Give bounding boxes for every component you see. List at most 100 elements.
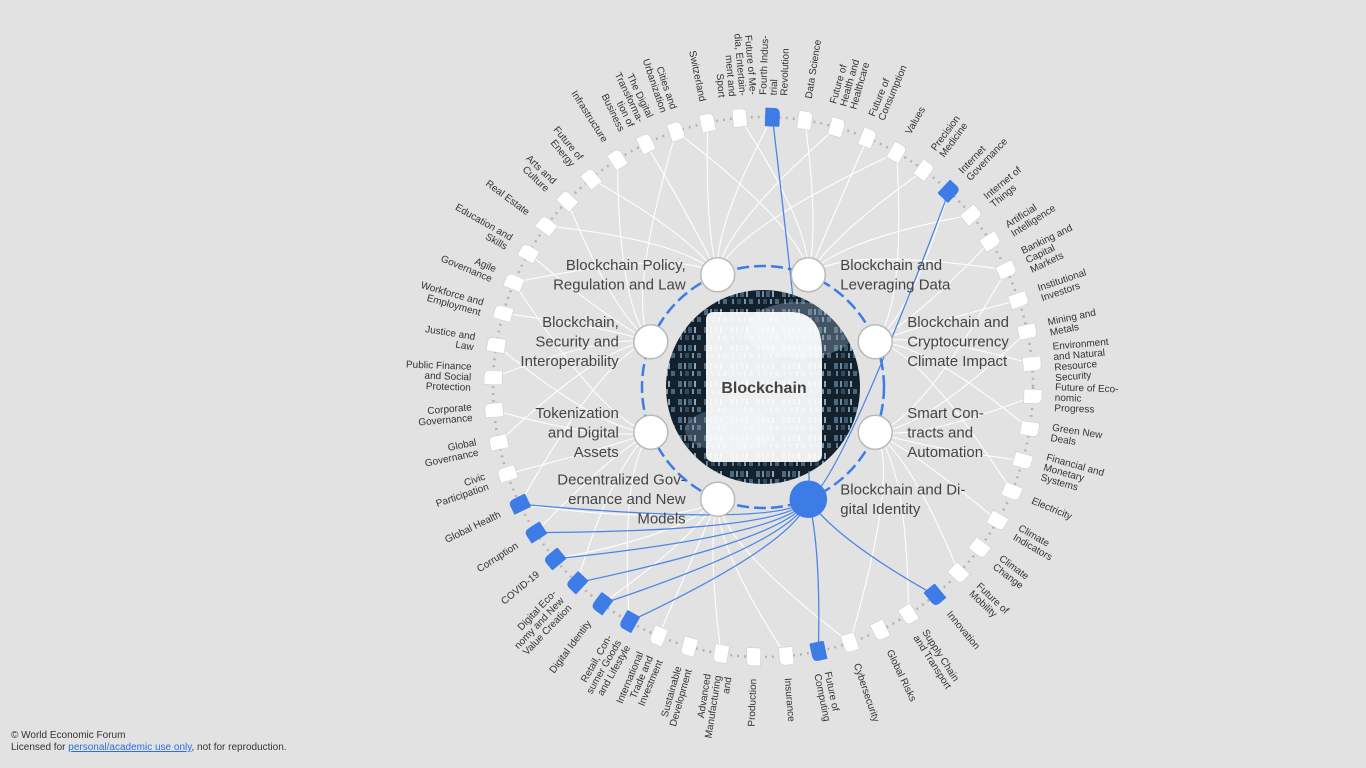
topic-node-infrastructure[interactable] [606,148,629,171]
topic-label[interactable]: InstitutionalInvestors [1036,267,1091,304]
topic-node-retail-con-sumer-goods-and-lifestyle[interactable] [619,610,640,634]
topic-label[interactable]: Future ofConsumption [867,60,910,123]
topic-label[interactable]: Corruption [475,541,520,575]
topic-label[interactable]: Global Health [443,510,502,546]
license-link[interactable]: personal/academic use only [68,742,192,753]
topic-label[interactable]: Education andSkills [448,202,514,252]
topic-node-workforce-and-employment[interactable] [492,304,514,323]
topic-node-international-trade-and-investment[interactable] [649,624,669,648]
key-issue-label[interactable]: Smart Con-tracts and Automation [907,405,984,461]
topic-node-arts-and-culture[interactable] [555,190,579,213]
topic-label[interactable]: Data Science [804,39,824,100]
topic-label[interactable]: Cybersecurity [851,662,881,723]
topic-node-electricity[interactable] [1000,481,1024,502]
topic-node-future-of-health-and-healthcare[interactable] [827,116,846,138]
topic-label[interactable]: Global Risks [884,648,918,703]
topic-node-real-estate[interactable] [534,215,558,237]
topic-label[interactable]: Insurance [782,678,797,723]
topic-label[interactable]: ClimateIndicators [1011,523,1059,563]
topic-node-covid-19[interactable] [543,547,567,571]
key-issue-blockchain-and-cryptocurrency-climate-impact[interactable]: Blockchain and Cryptocurrency Climate Impa… [857,314,1009,370]
key-issue-label[interactable]: Decentralized Gov-ernance and New Models [557,472,686,528]
key-issue-smart-con-tracts-and-automation[interactable]: Smart Con-tracts and Automation [857,405,984,461]
topic-label[interactable]: Future ofHealth andHealthcare [828,55,872,111]
key-issue-node[interactable] [699,481,736,517]
topic-label[interactable]: COVID-19 [499,569,542,607]
topic-node-supply-chain-and-transport[interactable] [897,603,920,626]
topic-label[interactable]: Future of Eco-nomicProgress [1054,382,1118,416]
topic-node-future-of-me-dia-entertain-ment-and-sport[interactable] [731,108,748,128]
topic-label[interactable]: Values [904,105,928,136]
key-issue-node[interactable] [633,323,669,360]
key-issue-label[interactable]: Blockchain and Leveraging Data [840,257,951,294]
topic-label[interactable]: Production [747,679,760,727]
key-issue-blockchain-and-leveraging-data[interactable]: Blockchain and Leveraging Data [790,257,951,294]
topic-label[interactable]: Future ofEnergy [543,125,585,170]
topic-label[interactable]: Real Estate [483,178,531,218]
topic-label[interactable]: Innovation [944,609,982,652]
topic-node-cybersecurity[interactable] [840,631,860,654]
topic-label[interactable]: Banking andCapitalMarkets [1020,223,1084,276]
key-issue-node[interactable] [633,414,669,451]
center-hub[interactable]: Blockchain [666,290,860,484]
topic-node-civic-participation[interactable] [497,464,519,484]
topic-label[interactable]: Future ofMobility [967,581,1011,624]
key-issue-label[interactable]: Blockchain and Cryptocurrency Climate Impa… [907,314,1009,370]
key-issue-label[interactable]: Blockchain Policy, Regulation and Law [553,257,686,294]
topic-node-green-new-deals[interactable] [1019,420,1041,438]
topic-node-future-of-consumption[interactable] [857,126,878,150]
topic-label[interactable]: Environmentand NaturalResourceSecurity [1052,337,1112,384]
key-issue-node[interactable] [790,257,827,293]
topic-label[interactable]: Public Financeand SocialProtection [405,360,472,394]
topic-node-cities-and-urbanization[interactable] [666,121,686,143]
topic-label[interactable]: GlobalGovernance [422,437,480,469]
key-issue-blockchain-and-di-gital-identity[interactable]: Blockchain and Di-gital Identity [789,480,965,518]
topic-node-agile-governance[interactable] [502,273,526,293]
topic-label[interactable]: ClimateChange [990,553,1031,591]
key-issue-label[interactable]: Tokenization and Digital Assets [535,405,618,461]
topic-node-digital-eco-nomy-and-new-value-creation[interactable] [566,571,589,595]
key-issue-node[interactable] [857,414,893,451]
topic-node-mining-and-metals[interactable] [1016,322,1037,341]
topic-node-insurance[interactable] [778,646,795,666]
topic-node-climate-indicators[interactable] [986,510,1010,531]
topic-node-artificial-intelligence[interactable] [979,230,1002,253]
topic-node-precision-medicine[interactable] [913,158,935,182]
topic-node-internet-governance[interactable] [937,179,961,203]
topic-node-corruption[interactable] [524,521,547,544]
topic-node-institutional-investors[interactable] [1007,290,1030,310]
topic-node-environment-and-natural-resource-security[interactable] [1022,355,1042,372]
topic-label[interactable]: Arts andCulture [516,153,558,195]
topic-node-climate-change[interactable] [968,537,992,559]
topic-node-fourth-indus-trial-revolution[interactable] [764,107,780,127]
topic-label[interactable]: Green NewDeals [1050,423,1104,452]
key-issue-decentralized-gov-ernance-and-new-models[interactable]: Decentralized Gov-ernance and New Models [557,472,736,528]
topic-node-internet-of-things[interactable] [959,203,983,227]
topic-node-digital-identity[interactable] [591,592,613,616]
key-issue-node[interactable] [857,323,893,360]
topic-label[interactable]: Fourth Indus-trialRevolution [758,35,792,96]
topic-node-future-of-eco-nomic-progress[interactable] [1023,388,1043,404]
topic-label[interactable]: Future ofComputing [811,671,842,723]
topic-node-banking-and-capital-markets[interactable] [995,259,1017,281]
key-issue-node[interactable] [789,480,828,518]
topic-label[interactable]: Justice andLaw [423,324,477,353]
topic-node-innovation[interactable] [923,583,947,607]
topic-node-justice-and-law[interactable] [485,337,507,354]
topic-node-future-of-computing[interactable] [809,640,828,661]
topic-label[interactable]: Supply Chainand Transport [910,628,962,692]
topic-node-switzerland[interactable] [698,113,717,134]
topic-node-global-health[interactable] [509,493,531,515]
topic-label[interactable]: AdvancedManufacturingand [693,673,734,741]
topic-label[interactable]: CivicParticipation [431,472,491,510]
topic-node-education-and-skills[interactable] [516,243,540,264]
topic-node-values[interactable] [886,140,907,164]
topic-node-financial-and-monetary-systems[interactable] [1012,451,1034,470]
topic-node-global-risks[interactable] [869,619,891,641]
topic-node-advanced-manufacturing-and[interactable] [713,643,730,665]
topic-label[interactable]: Workforce andEmployment [416,280,484,318]
topic-label[interactable]: Switzerland [686,50,707,103]
topic-label[interactable]: SustainableDevelopment [658,665,695,728]
topic-node-global-governance[interactable] [489,433,510,452]
key-issue-blockchain-security-and-interoperability[interactable]: Blockchain, Security and Interoperability [520,314,669,370]
